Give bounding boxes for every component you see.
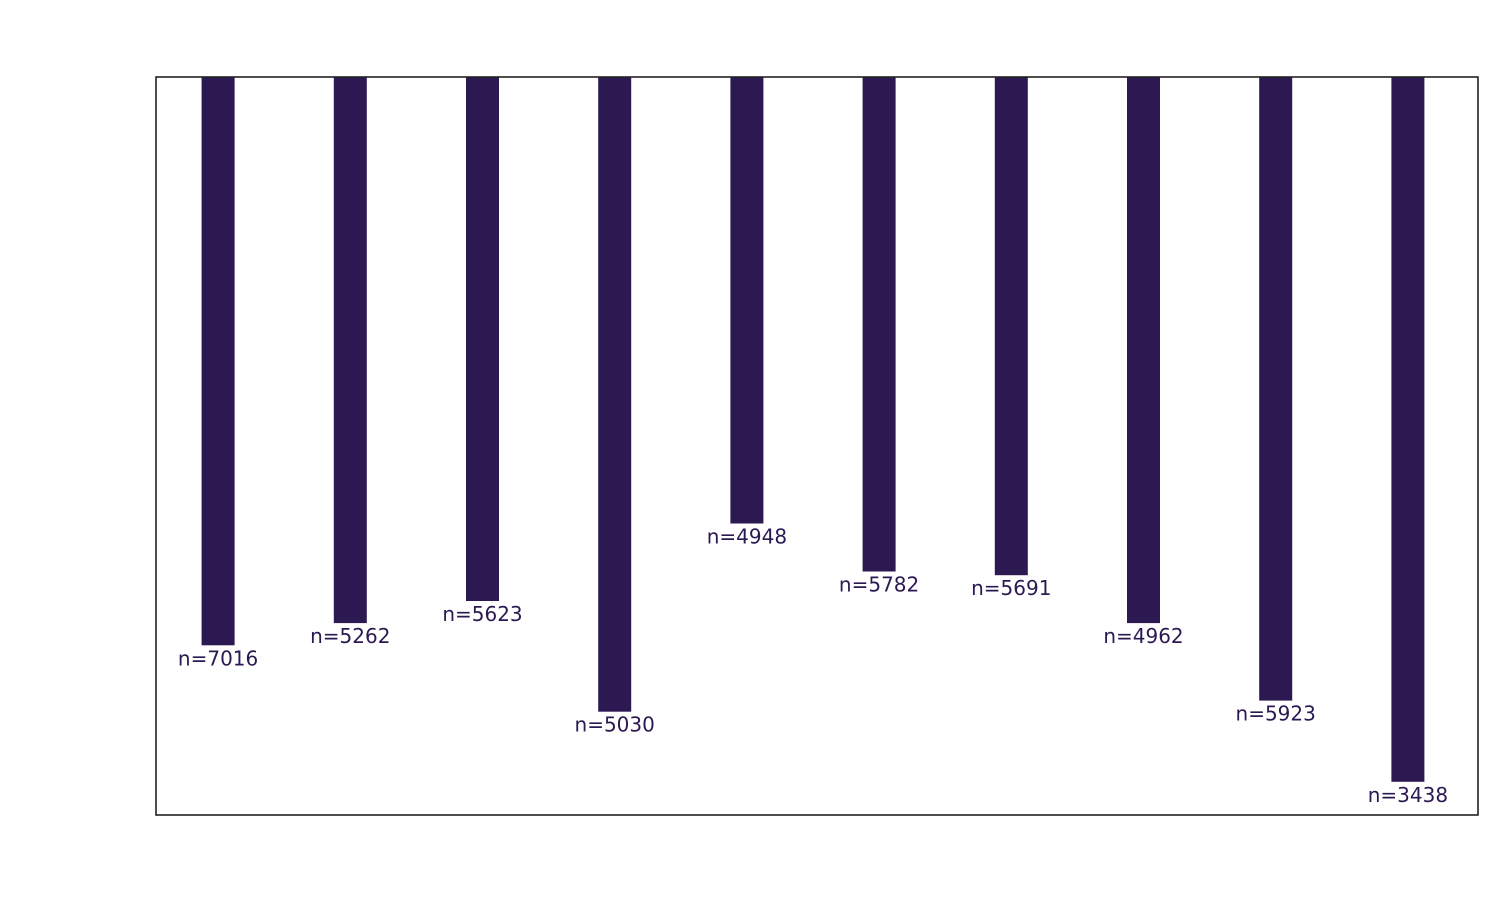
labels-group: n=7016 n=5262 n=5623 n=5030 n=4948 n=5782 n=56… [178,525,1448,807]
bar-1 [201,77,235,646]
bar-5 [730,77,764,524]
bar-label-9: n=5923 [1236,702,1316,726]
bar-label-7: n=5691 [971,576,1051,600]
bar-label-4: n=5030 [575,713,655,737]
bar-label-1: n=7016 [178,646,258,670]
bar-label-5: n=4948 [707,525,787,549]
bar-2 [333,77,367,624]
bar-label-6: n=5782 [839,573,919,597]
bar-label-8: n=4962 [1103,624,1183,648]
bar-label-3: n=5623 [442,602,522,626]
bar-10 [1391,77,1425,782]
bars-group [201,77,1425,782]
bar-4 [598,77,632,712]
bar-8 [1127,77,1160,624]
bar-label-10: n=3438 [1368,783,1448,807]
bar-label-2: n=5262 [310,624,390,648]
bar-3 [466,77,499,601]
bar-9 [1259,77,1293,701]
bar-7 [994,77,1028,576]
plot-frame [155,76,1479,816]
bar-6 [862,77,896,572]
